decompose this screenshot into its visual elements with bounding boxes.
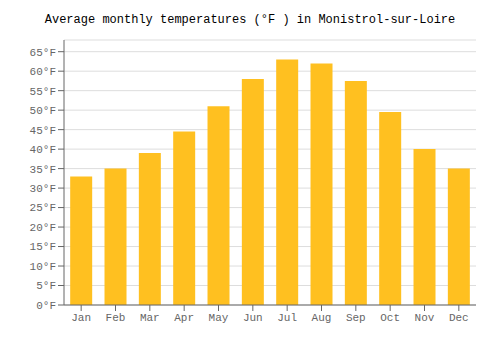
html-text:Average monthly temperatures (: Average monthly temperatures (°F ) in Mo… (44, 13, 456, 27)
svg-text:35°F: 35°F (30, 164, 56, 176)
svg-text:Nov: Nov (415, 312, 435, 324)
svg-text:Sep: Sep (346, 312, 366, 324)
svg-text:May: May (209, 312, 229, 324)
svg-text:50°F: 50°F (30, 105, 56, 117)
svg-text:Jul: Jul (277, 312, 297, 324)
svg-text:0°F: 0°F (36, 300, 56, 312)
svg-text:60°F: 60°F (30, 66, 56, 78)
svg-text:10°F: 10°F (30, 261, 56, 273)
svg-text:Jun: Jun (243, 312, 263, 324)
svg-text:55°F: 55°F (30, 86, 56, 98)
svg-text:Feb: Feb (106, 312, 126, 324)
svg-text:20°F: 20°F (30, 222, 56, 234)
svg-text:Apr: Apr (174, 312, 194, 324)
svg-text:15°F: 15°F (30, 241, 56, 253)
svg-text:65°F: 65°F (30, 47, 56, 59)
svg-text:30°F: 30°F (30, 183, 56, 195)
svg-text:25°F: 25°F (30, 202, 56, 214)
svg-text:Dec: Dec (449, 312, 469, 324)
svg-text:40°F: 40°F (30, 144, 56, 156)
svg-text:Aug: Aug (312, 312, 332, 324)
svg-text:Mar: Mar (140, 312, 160, 324)
svg-text:Jan: Jan (71, 312, 91, 324)
svg-text:45°F: 45°F (30, 125, 56, 137)
svg-text:5°F: 5°F (36, 280, 56, 292)
svg-text:Oct: Oct (380, 312, 400, 324)
